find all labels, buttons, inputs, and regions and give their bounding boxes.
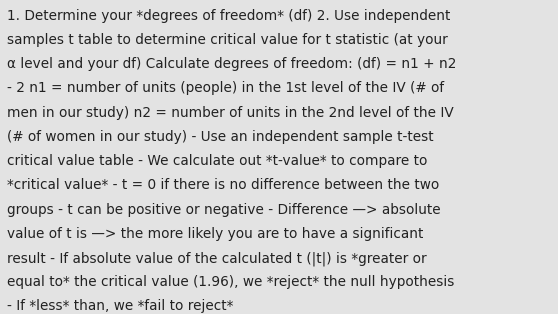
Text: critical value table - We calculate out *t-value* to compare to: critical value table - We calculate out … [7,154,427,168]
Text: equal to* the critical value (1.96), we *reject* the null hypothesis: equal to* the critical value (1.96), we … [7,275,455,289]
Text: 1. Determine your *degrees of freedom* (df) 2. Use independent: 1. Determine your *degrees of freedom* (… [7,9,451,23]
Text: - 2 n1 = number of units (people) in the 1st level of the IV (# of: - 2 n1 = number of units (people) in the… [7,81,444,95]
Text: value of t is —> the more likely you are to have a significant: value of t is —> the more likely you are… [7,227,424,241]
Text: samples t table to determine critical value for t statistic (at your: samples t table to determine critical va… [7,33,448,47]
Text: men in our study) n2 = number of units in the 2nd level of the IV: men in our study) n2 = number of units i… [7,106,454,120]
Text: *critical value* - t = 0 if there is no difference between the two: *critical value* - t = 0 if there is no … [7,178,440,192]
Text: α level and your df) Calculate degrees of freedom: (df) = n1 + n2: α level and your df) Calculate degrees o… [7,57,456,71]
Text: - If *less* than, we *fail to reject*: - If *less* than, we *fail to reject* [7,300,234,313]
Text: groups - t can be positive or negative - Difference —> absolute: groups - t can be positive or negative -… [7,203,441,217]
Text: result - If absolute value of the calculated t (|t|) is *greater or: result - If absolute value of the calcul… [7,251,427,266]
Text: (# of women in our study) - Use an independent sample t-test: (# of women in our study) - Use an indep… [7,130,434,144]
